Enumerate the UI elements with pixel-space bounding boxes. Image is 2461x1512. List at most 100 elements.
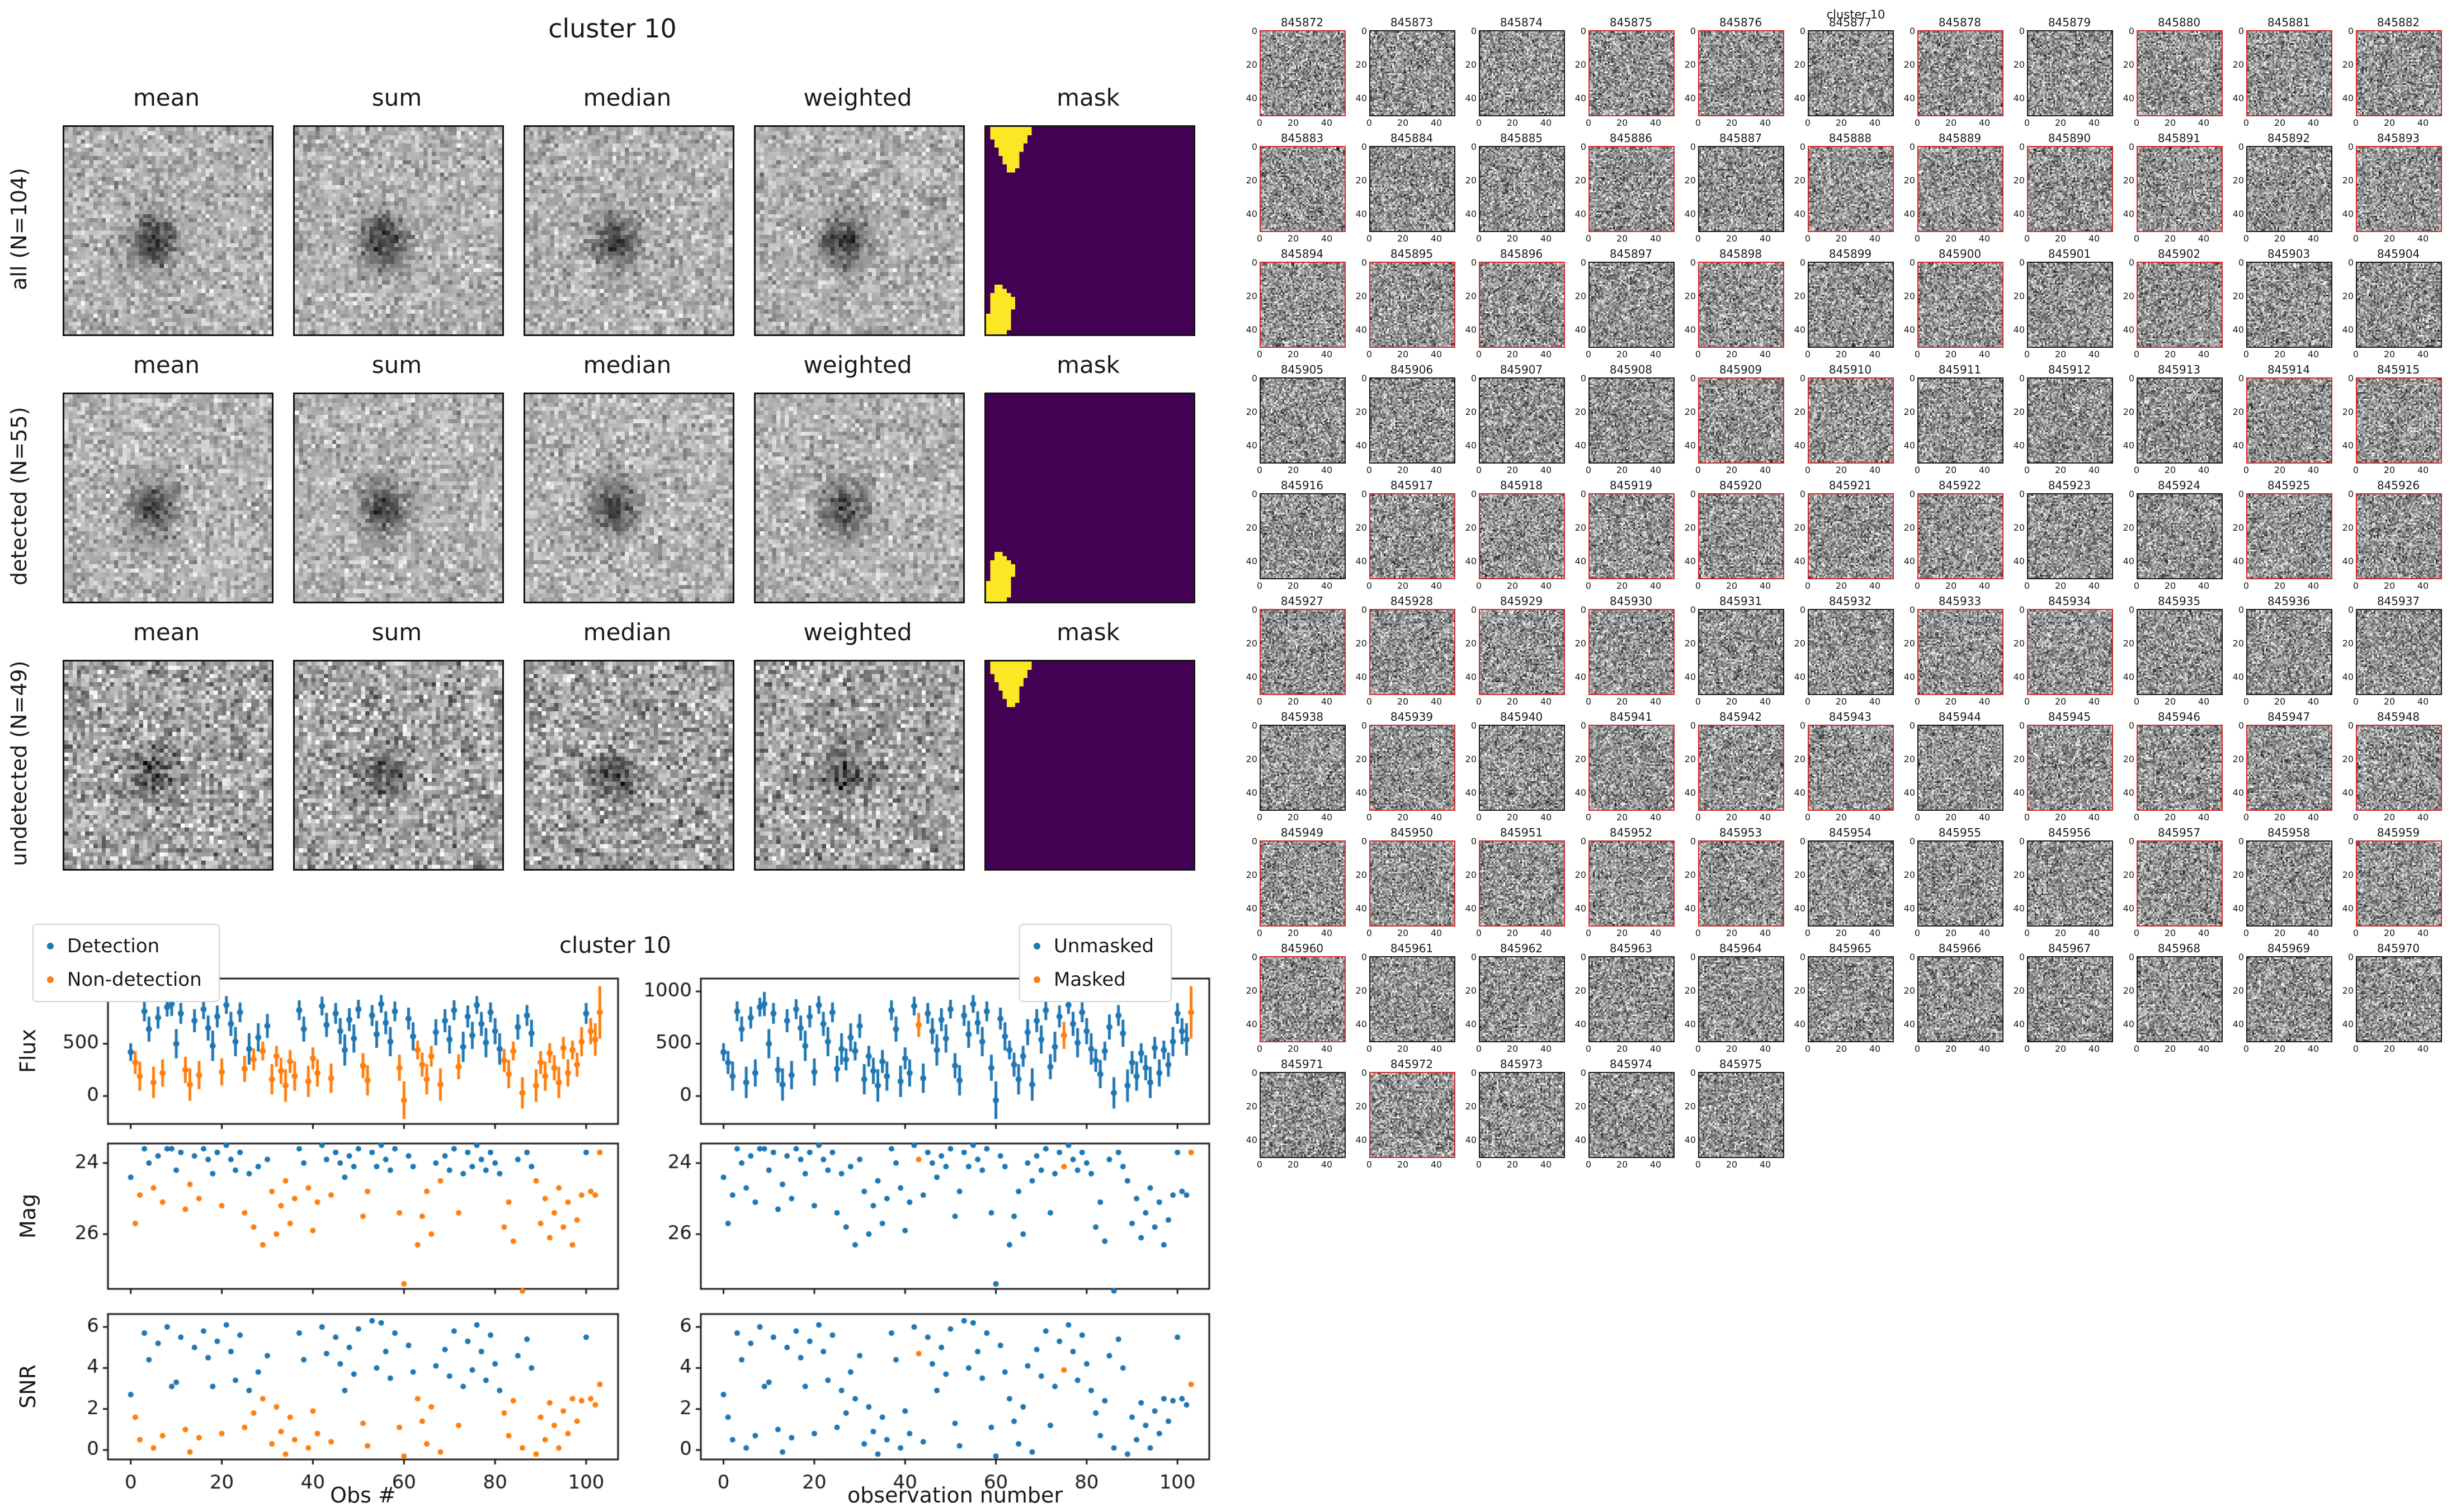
cutout-cell: 845951 0 0 20 20 40 40	[1464, 826, 1576, 939]
stack-image-canvas	[756, 394, 963, 602]
x-tick-label: 20	[1725, 580, 1738, 591]
y-tick-label: 20	[1465, 638, 1477, 649]
cutout-noise-canvas	[1590, 726, 1673, 810]
y-tick-label: 20	[1794, 754, 1805, 764]
cutout-noise-canvas	[2357, 379, 2441, 462]
x-tick-label: 0	[1256, 117, 1263, 128]
y-tick-label: 0	[1470, 257, 1477, 268]
y-tick-label: 20	[1903, 291, 1915, 301]
cutout-noise-canvas	[1370, 31, 1454, 115]
y-tick-label: 40	[2013, 93, 2025, 103]
cutout-noise-canvas	[2138, 379, 2222, 462]
y-tick-label: 0	[1799, 26, 1805, 36]
y-tick-label: 0	[1470, 1067, 1477, 1078]
x-tick-label: 0	[1695, 928, 1701, 938]
y-tick-label: 20	[1903, 407, 1915, 417]
cutout-cell: 845902 0 0 20 20 40 40	[2122, 247, 2234, 360]
stack-panel-mean-undetected	[63, 660, 274, 871]
cutout-cell: 845968 0 0 20 20 40 40	[2122, 942, 2234, 1055]
y-tick-label: 0	[1361, 952, 1367, 962]
cutout-title: 845893	[2377, 131, 2420, 145]
x-tick-label: 0	[2352, 812, 2359, 823]
stack-image-canvas	[64, 127, 272, 334]
legend-entry-masked: Masked	[1034, 968, 1154, 991]
cutout-noise-canvas	[1590, 31, 1673, 115]
cutout-noise-canvas	[1809, 494, 1893, 578]
x-tick-label: 20	[1397, 812, 1409, 823]
cutout-title: 845970	[2377, 942, 2420, 955]
cutout-noise-canvas	[1370, 379, 1454, 462]
cutout-cell: 845974 0 0 20 20 40 40	[1574, 1057, 1686, 1170]
y-tick-label: 0	[1470, 952, 1477, 962]
snr-left-plot	[41, 1311, 624, 1493]
cutout-image-detected	[2137, 30, 2223, 116]
cutout-title: 845957	[2157, 826, 2201, 839]
stack-row-label-undetected: undetected (N=49)	[7, 660, 31, 867]
x-tick-label: 40	[1759, 696, 1771, 707]
cutout-cell: 845950 0 0 20 20 40 40	[1355, 826, 1467, 939]
stack-panel-mean-all	[63, 125, 274, 336]
x-tick-label: 20	[1945, 349, 1957, 360]
y-tick-label: 40	[1794, 324, 1805, 335]
cutout-image-undetected	[2137, 493, 2223, 579]
cutout-image-detected	[1479, 840, 1565, 927]
cutout-cell: 845937 0 0 20 20 40 40	[2341, 594, 2453, 707]
cutout-noise-canvas	[1809, 263, 1893, 347]
x-tick-label: 20	[1725, 233, 1738, 244]
y-tick-label: 0	[2128, 952, 2134, 962]
cutout-image-detected	[1917, 30, 2003, 116]
x-tick-label: 20	[2274, 349, 2286, 360]
x-tick-label: 20	[2274, 696, 2286, 707]
cutout-noise-canvas	[1261, 31, 1345, 115]
x-tick-label: 40	[1649, 349, 1662, 360]
cutout-title: 845952	[1609, 826, 1653, 839]
y-tick-label: 0	[2128, 26, 2134, 36]
y-tick-label: 20	[2123, 985, 2134, 996]
y-tick-label: 0	[1580, 836, 1586, 847]
y-tick-label: 20	[1574, 407, 1586, 417]
y-tick-label: 20	[1246, 291, 1257, 301]
y-tick-label: 0	[1799, 952, 1805, 962]
cutout-noise-canvas	[1370, 610, 1454, 694]
cutout-title: 845968	[2157, 942, 2201, 955]
cutout-image-detected	[1260, 262, 1346, 348]
x-tick-label: 20	[1287, 349, 1299, 360]
y-tick-label: 40	[1794, 209, 1805, 219]
y-tick-label: 40	[1684, 787, 1696, 798]
x-tick-label: 20	[1835, 812, 1847, 823]
y-tick-label: 40	[1465, 672, 1477, 682]
x-tick-label: 40	[1540, 696, 1552, 707]
cutout-image-detected	[2356, 30, 2442, 116]
cutout-cell: 845939 0 0 20 20 40 40	[1355, 710, 1467, 823]
y-tick-label: 20	[2013, 407, 2025, 417]
y-tick-label: 0	[1690, 836, 1696, 847]
x-tick-label: 0	[1366, 580, 1373, 591]
cutout-image-undetected	[2356, 956, 2442, 1042]
y-tick-label: 0	[2128, 720, 2134, 731]
y-tick-label: 20	[1574, 59, 1586, 70]
y-tick-label: 20	[2013, 59, 2025, 70]
x-tick-label: 40	[1430, 465, 1442, 475]
x-tick-label: 0	[1585, 1159, 1592, 1170]
cutout-image-undetected	[1369, 377, 1455, 464]
cutout-image-detected	[1588, 30, 1675, 116]
y-tick-label: 20	[1794, 522, 1805, 533]
stack-panel-weighted-all	[754, 125, 965, 336]
stack-col-header-sum: sum	[371, 351, 422, 379]
x-tick-label: 20	[2164, 117, 2176, 128]
x-tick-label: 0	[1695, 233, 1701, 244]
cutout-image-detected	[2246, 725, 2332, 811]
cutout-cell: 845971 0 0 20 20 40 40	[1245, 1057, 1357, 1170]
y-tick-label: 20	[1246, 870, 1257, 880]
y-tick-label: 0	[2238, 26, 2244, 36]
x-tick-label: 0	[1695, 1159, 1701, 1170]
cutout-noise-canvas	[1480, 1073, 1564, 1157]
y-tick-label: 0	[1580, 952, 1586, 962]
cutout-cell: 845885 0 0 20 20 40 40	[1464, 131, 1576, 244]
x-tick-label: 20	[1397, 117, 1409, 128]
y-tick-label: 40	[2342, 787, 2354, 798]
x-tick-label: 40	[2307, 696, 2319, 707]
y-tick-label: 20	[1246, 754, 1257, 764]
cutout-image-detected	[2137, 146, 2223, 232]
cutout-image-undetected	[1479, 1072, 1565, 1158]
